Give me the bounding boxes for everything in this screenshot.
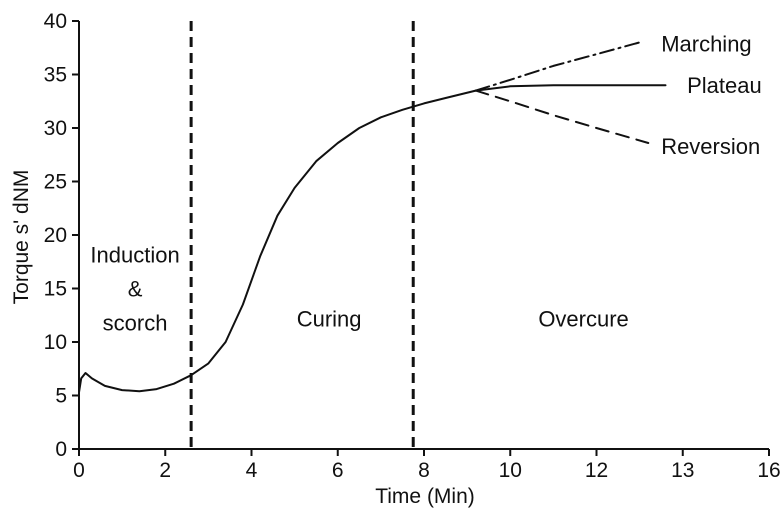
y-tick-label: 35 — [44, 64, 67, 87]
x-tick-label: 6 — [332, 459, 344, 482]
y-tick-label: 25 — [44, 171, 67, 194]
y-tick-label: 30 — [44, 117, 67, 140]
y-tick-label: 10 — [44, 331, 67, 354]
main-cure-curve — [78, 89, 477, 394]
plot-area: Induction & scorch Curing Overcure Marching Pl… — [78, 21, 762, 449]
y-tick-label: 20 — [44, 224, 67, 247]
marching-curve — [474, 41, 641, 92]
x-tick-label: 4 — [246, 459, 258, 482]
axes: 0 2 4 6 8 10 12 13 16 0 5 10 15 20 25 30 35 40 — [44, 10, 781, 482]
region-label: Curing — [297, 306, 362, 331]
region-label: & — [128, 277, 143, 302]
y-tick-label: 40 — [44, 10, 67, 33]
y-tick-label: 5 — [55, 385, 67, 408]
region-label: scorch — [103, 311, 168, 336]
reversion-curve — [474, 89, 650, 144]
plateau-curve — [474, 84, 667, 92]
x-tick-label: 13 — [671, 459, 694, 482]
region-label: Induction — [90, 243, 179, 268]
y-tick-label: 15 — [44, 278, 67, 301]
x-tick-label: 10 — [499, 459, 522, 482]
x-tick-label: 0 — [73, 459, 85, 482]
plateau-label: Plateau — [687, 73, 762, 98]
y-axis-label: Torque s' dNM — [10, 170, 33, 305]
reversion-label: Reversion — [661, 134, 760, 159]
x-tick-label: 8 — [418, 459, 430, 482]
x-axis-label: Time (Min) — [375, 485, 475, 508]
marching-label: Marching — [661, 31, 751, 56]
region-label: Overcure — [538, 306, 628, 331]
y-tick-label: 0 — [55, 438, 67, 461]
x-tick-label: 16 — [757, 459, 780, 482]
x-tick-label: 2 — [159, 459, 171, 482]
x-tick-label: 12 — [585, 459, 608, 482]
